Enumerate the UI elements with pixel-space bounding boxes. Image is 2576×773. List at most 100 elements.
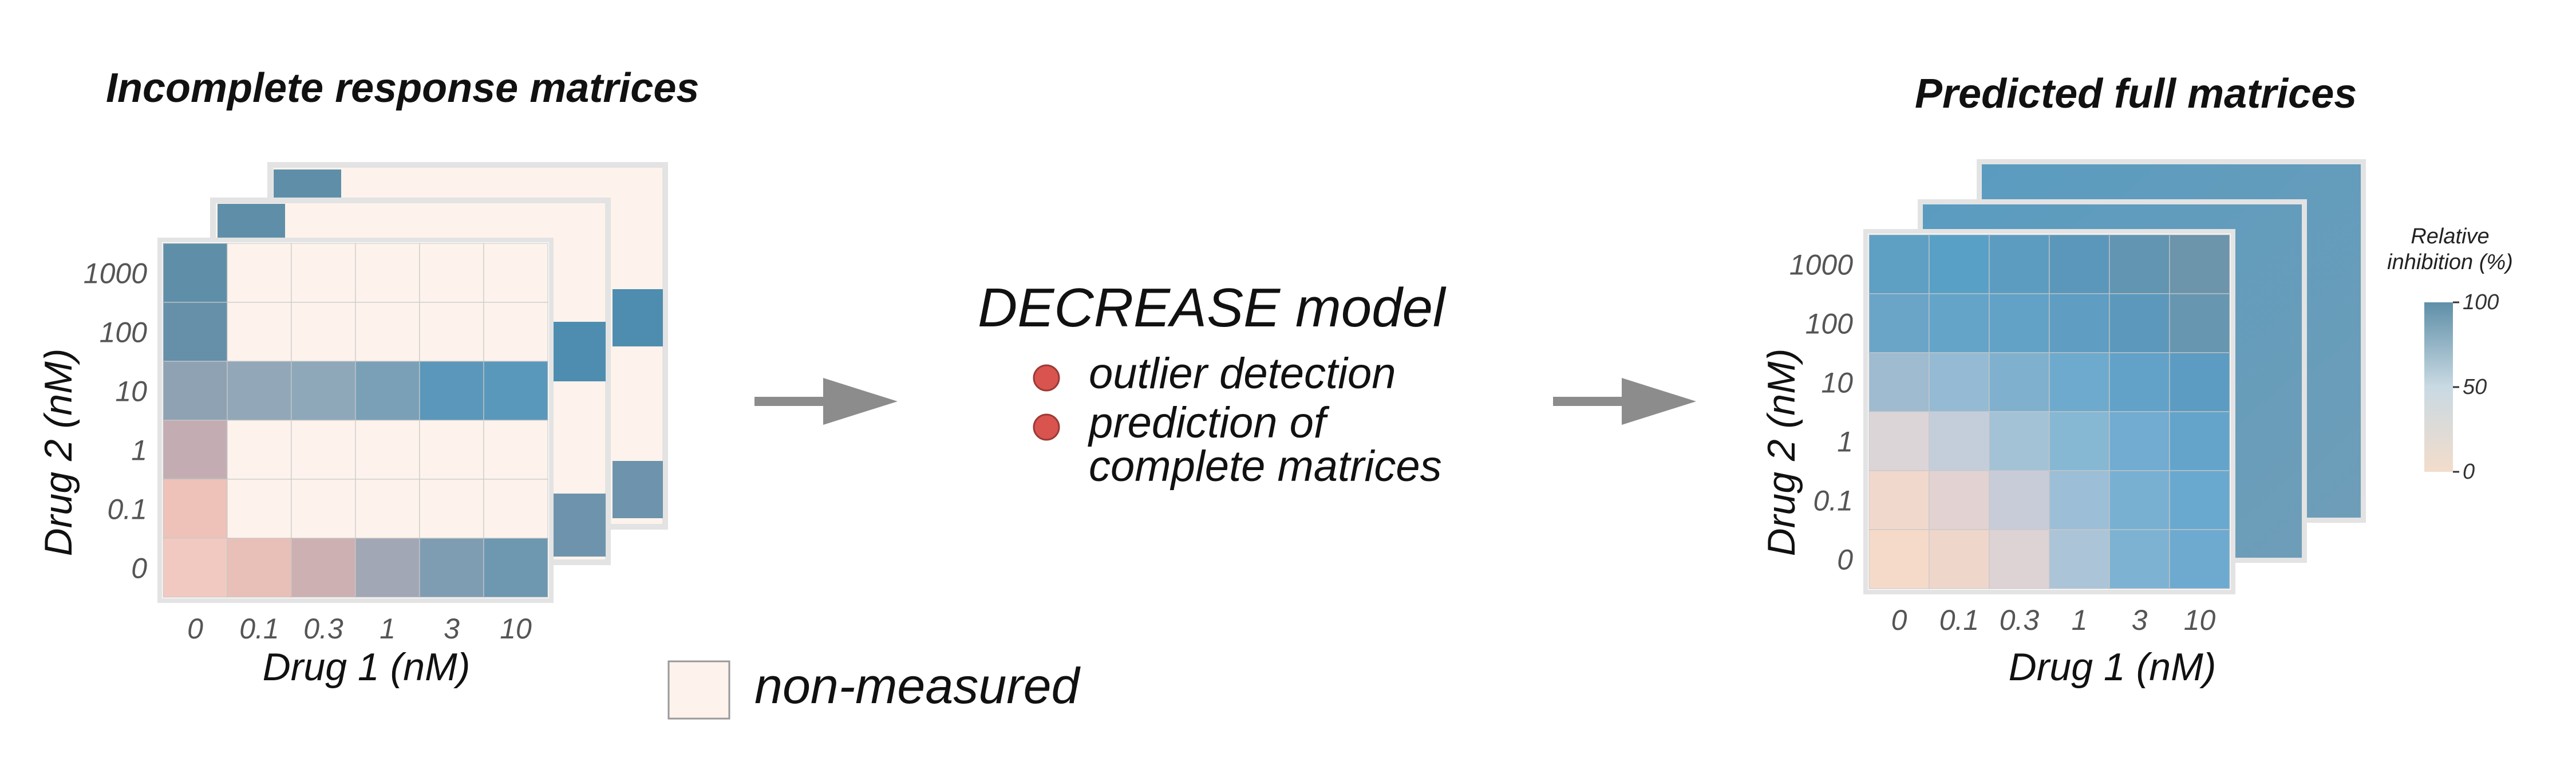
left-matrix-cell (419, 361, 484, 421)
colorbar-title-line2: inhibition (%) (2387, 250, 2513, 274)
left-matrix-cell (291, 420, 356, 480)
left-y-tick: 100 (100, 317, 148, 349)
right-matrix-cell (2049, 352, 2110, 412)
right-y-tick-labels: 1000 100 10 1 0.1 0 (1789, 249, 1853, 576)
left-y-tick: 10 (115, 376, 147, 408)
left-x-tick: 0.1 (239, 613, 279, 645)
right-x-axis-label: Drug 1 (nM) (2009, 645, 2217, 689)
right-matrix-cell (2169, 352, 2230, 412)
left-matrix-cell (291, 479, 356, 539)
left-matrix-cell (483, 479, 548, 539)
left-matrix-cell (355, 302, 420, 362)
left-matrix-cell (227, 302, 292, 362)
colorbar-title-line1: Relative (2411, 224, 2489, 249)
left-matrix-cell (291, 361, 356, 421)
right-matrix-cell (2109, 529, 2170, 589)
left-matrix-cell (163, 243, 228, 303)
left-x-tick: 0 (187, 613, 203, 645)
model-title: DECREASE model (978, 277, 1447, 338)
right-matrix-cell (2049, 411, 2110, 471)
right-matrix-cell (1989, 352, 2050, 412)
bullet-prediction-line2: complete matrices (1089, 442, 1442, 491)
left-matrix-cell (227, 243, 292, 303)
right-x-tick: 0 (1891, 604, 1907, 636)
right-matrix-cell (1989, 411, 2050, 471)
right-x-tick-labels: 0 0.1 0.3 1 3 10 (1891, 604, 2216, 636)
left-y-axis-label: Drug 2 (nM) (37, 349, 80, 557)
right-y-tick: 0.1 (1813, 485, 1853, 517)
right-y-tick: 1 (1837, 426, 1853, 458)
right-matrix-cell (2049, 234, 2110, 294)
right-matrix-cell (1989, 470, 2050, 530)
right-x-tick: 0.3 (2000, 604, 2040, 636)
non-measured-swatch (667, 660, 730, 720)
bullet-prediction-line1: prediction of (1088, 399, 1330, 447)
colorbar-tick-50: 50 (2463, 375, 2487, 399)
right-y-tick: 100 (1805, 308, 1854, 340)
left-matrix-cell (163, 361, 228, 421)
non-measured-label: non-measured (754, 657, 1081, 714)
left-matrix-cell (419, 479, 484, 539)
right-matrix-cell (2109, 234, 2170, 294)
right-matrix-cell (2109, 411, 2170, 471)
left-matrix-cell (483, 302, 548, 362)
left-matrix-cell (163, 302, 228, 362)
right-x-tick: 0.1 (1939, 604, 1980, 636)
left-matrix-cell (483, 420, 548, 480)
right-y-axis-label: Drug 2 (nM) (1760, 349, 1803, 557)
right-y-tick: 0 (1837, 544, 1853, 576)
left-x-tick: 10 (500, 613, 532, 645)
right-matrix-cell (1868, 529, 1930, 589)
right-x-tick: 1 (2072, 604, 2088, 636)
bullet-dot-prediction (1033, 413, 1060, 441)
colorbar-tick-100: 100 (2463, 290, 2499, 314)
left-y-tick-labels: 1000 100 10 1 0.1 0 (84, 258, 147, 585)
right-matrix-cell (1929, 529, 1990, 589)
left-x-tick: 1 (380, 613, 396, 645)
right-matrix-cell (1868, 234, 1930, 294)
right-front-matrix (1863, 229, 2235, 594)
right-matrix-cell (1868, 293, 1930, 353)
arrow-model-to-right (1553, 378, 1696, 425)
right-matrix-cell (2169, 293, 2230, 353)
bullet-dot-outlier (1033, 364, 1060, 392)
left-x-tick: 3 (444, 613, 460, 645)
right-matrix-cell (1868, 470, 1930, 530)
right-matrix-cell (2049, 529, 2110, 589)
right-matrix-cell (1868, 411, 1930, 471)
left-matrix-cell (291, 243, 356, 303)
left-matrix-cell (355, 538, 420, 598)
left-matrix-cell (163, 538, 228, 598)
right-panel-title: Predicted full matrices (1915, 71, 2357, 117)
left-matrix-cell (483, 538, 548, 598)
left-matrix-cell (163, 479, 228, 539)
left-matrix-cell (483, 361, 548, 421)
left-x-tick: 0.3 (303, 613, 343, 645)
right-matrix-cell (1929, 293, 1990, 353)
left-matrix-cell (419, 420, 484, 480)
colorbar (2424, 302, 2453, 472)
bullet-outlier-detection: outlier detection (1089, 349, 1396, 398)
right-x-tick: 10 (2184, 604, 2216, 636)
right-matrix-cell (2049, 470, 2110, 530)
right-matrix-cell (2169, 234, 2230, 294)
right-matrix-cell (1989, 293, 2050, 353)
right-matrix-cell (1929, 234, 1990, 294)
left-y-tick: 0.1 (107, 494, 147, 526)
right-matrix-cell (2169, 529, 2230, 589)
right-matrix-cell (2169, 470, 2230, 530)
right-x-tick: 3 (2132, 604, 2148, 636)
right-matrix-cell (1868, 352, 1930, 412)
left-matrix-cell (355, 420, 420, 480)
left-matrix-cell (419, 302, 484, 362)
left-x-tick-labels: 0 0.1 0.3 1 3 10 (187, 613, 532, 645)
right-matrix-cell (2169, 411, 2230, 471)
arrow-left-to-model (754, 378, 898, 425)
right-matrix-cell (2109, 352, 2170, 412)
left-matrix-cell (355, 361, 420, 421)
left-front-matrix (157, 238, 554, 603)
left-matrix-cell (419, 243, 484, 303)
right-matrix-cell (1929, 352, 1990, 412)
right-y-tick: 10 (1821, 367, 1853, 399)
left-y-tick: 1 (131, 435, 147, 467)
